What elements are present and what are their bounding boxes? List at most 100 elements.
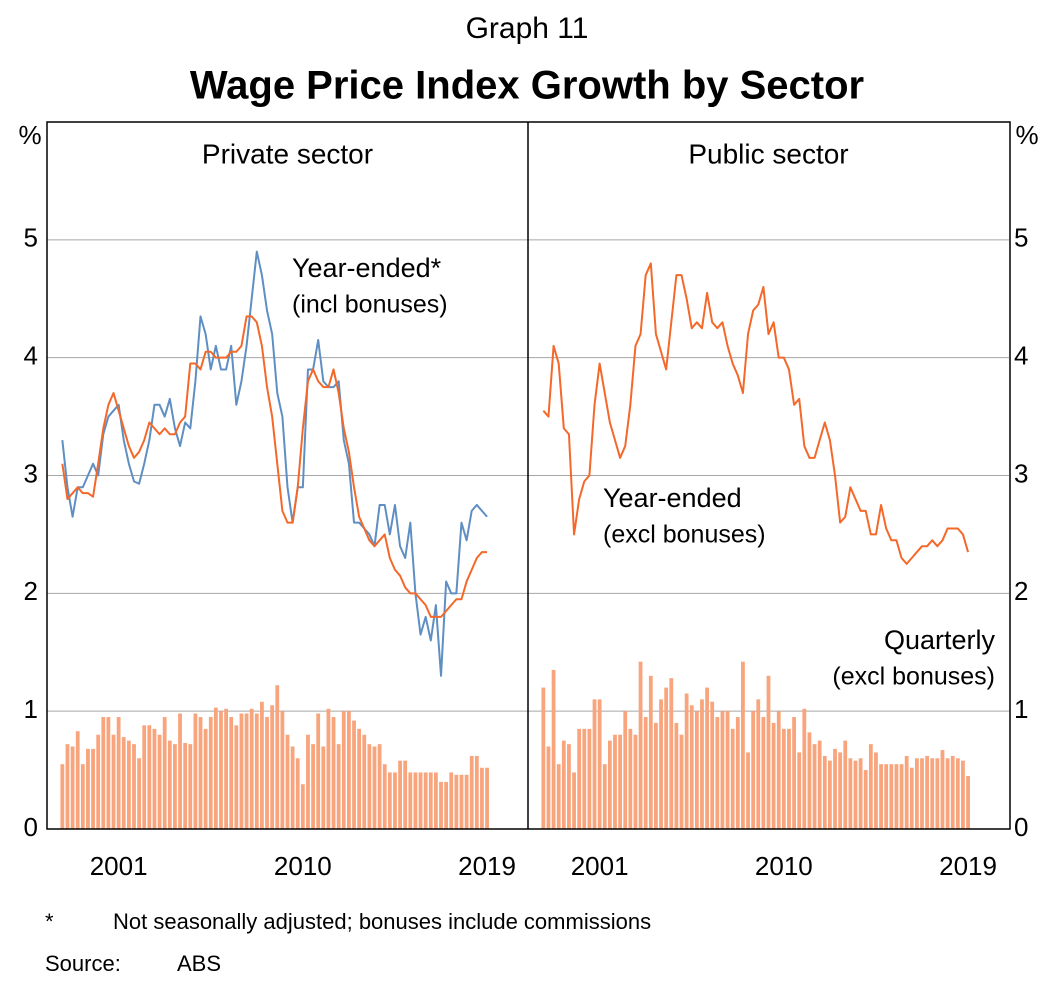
bar <box>347 711 351 829</box>
bar <box>966 775 970 829</box>
bar <box>838 752 843 829</box>
bar <box>106 717 111 829</box>
bar <box>157 734 162 829</box>
bar <box>572 772 576 829</box>
bar <box>899 764 904 829</box>
bar <box>633 734 638 829</box>
bar <box>802 708 807 829</box>
bar <box>244 713 249 829</box>
bar <box>556 764 561 829</box>
bar <box>444 781 449 829</box>
bar <box>628 728 633 829</box>
bar <box>372 746 377 829</box>
bar <box>464 774 469 829</box>
bar <box>710 701 715 829</box>
bar <box>341 711 346 829</box>
line <box>61 250 488 677</box>
bar <box>403 760 408 829</box>
bar <box>454 774 459 829</box>
bar <box>843 740 848 829</box>
bar <box>167 740 172 829</box>
bar <box>894 764 899 829</box>
bar <box>950 755 955 829</box>
y-tick-label: 2 <box>1014 576 1028 606</box>
y-axis-unit: % <box>18 120 41 150</box>
bar <box>597 699 602 829</box>
bar <box>116 717 121 829</box>
bar <box>469 755 474 829</box>
bar <box>848 758 853 829</box>
bar <box>643 717 648 829</box>
bar <box>198 717 203 829</box>
bar <box>674 722 679 829</box>
bar <box>909 767 914 829</box>
bar <box>224 708 228 829</box>
bar <box>352 720 356 829</box>
bar <box>357 728 362 829</box>
bar <box>474 755 479 829</box>
bar <box>321 746 326 829</box>
bar <box>80 764 85 829</box>
y-tick-label: 4 <box>1014 341 1028 371</box>
bar <box>884 764 889 829</box>
x-tick-label: 2001 <box>90 851 148 881</box>
bar <box>275 685 280 829</box>
bar <box>730 728 735 829</box>
y-tick-label: 3 <box>1014 458 1028 488</box>
bar <box>367 744 372 829</box>
bar <box>648 675 653 829</box>
plots: Private sector% 0 1 2 3 4 5 2001 2010 2019 Year-en… <box>18 120 1038 881</box>
bar <box>756 699 761 829</box>
bar <box>761 717 766 829</box>
bar <box>213 707 218 829</box>
bar <box>715 717 720 829</box>
bar <box>485 767 489 829</box>
bar <box>96 734 101 829</box>
bar <box>735 717 740 829</box>
bar <box>480 767 484 829</box>
bar <box>336 744 341 829</box>
y-axis-unit: % <box>1015 120 1038 150</box>
bar <box>904 755 909 829</box>
bar <box>290 746 295 829</box>
bar <box>792 717 796 829</box>
bar <box>935 758 940 829</box>
bar <box>694 711 699 829</box>
bar <box>546 746 551 829</box>
bar <box>408 772 413 829</box>
series-label: Year-ended* <box>292 253 442 283</box>
bar <box>541 687 546 829</box>
bar <box>254 713 259 829</box>
bar <box>86 748 90 829</box>
bar <box>577 728 582 829</box>
footnote: Not seasonally adjusted; bonuses include… <box>113 909 651 934</box>
bar <box>833 748 837 829</box>
bar <box>915 758 919 829</box>
bar <box>822 755 827 829</box>
bar <box>423 772 428 829</box>
bar <box>362 734 367 829</box>
bar <box>183 742 188 829</box>
bar <box>142 725 147 829</box>
bar <box>326 708 331 829</box>
bar <box>689 705 694 829</box>
series-label-detail: (incl bonuses) <box>292 291 448 319</box>
bar <box>664 687 669 829</box>
bar <box>449 772 454 829</box>
bar <box>776 711 781 829</box>
panel-title: Private sector <box>202 138 373 169</box>
bar <box>91 748 95 829</box>
source-label: Source: <box>45 951 121 976</box>
series-label-detail: (excl bonuses) <box>832 663 995 691</box>
bar <box>720 711 725 829</box>
bar <box>725 711 730 829</box>
bar <box>295 758 300 829</box>
bar <box>930 758 935 829</box>
y-tick-label: 5 <box>1014 223 1028 253</box>
y-tick-label: 0 <box>24 812 38 842</box>
bar <box>428 772 433 829</box>
y-tick-label: 4 <box>24 341 38 371</box>
series-label: Quarterly <box>884 625 996 655</box>
bar <box>382 764 387 829</box>
